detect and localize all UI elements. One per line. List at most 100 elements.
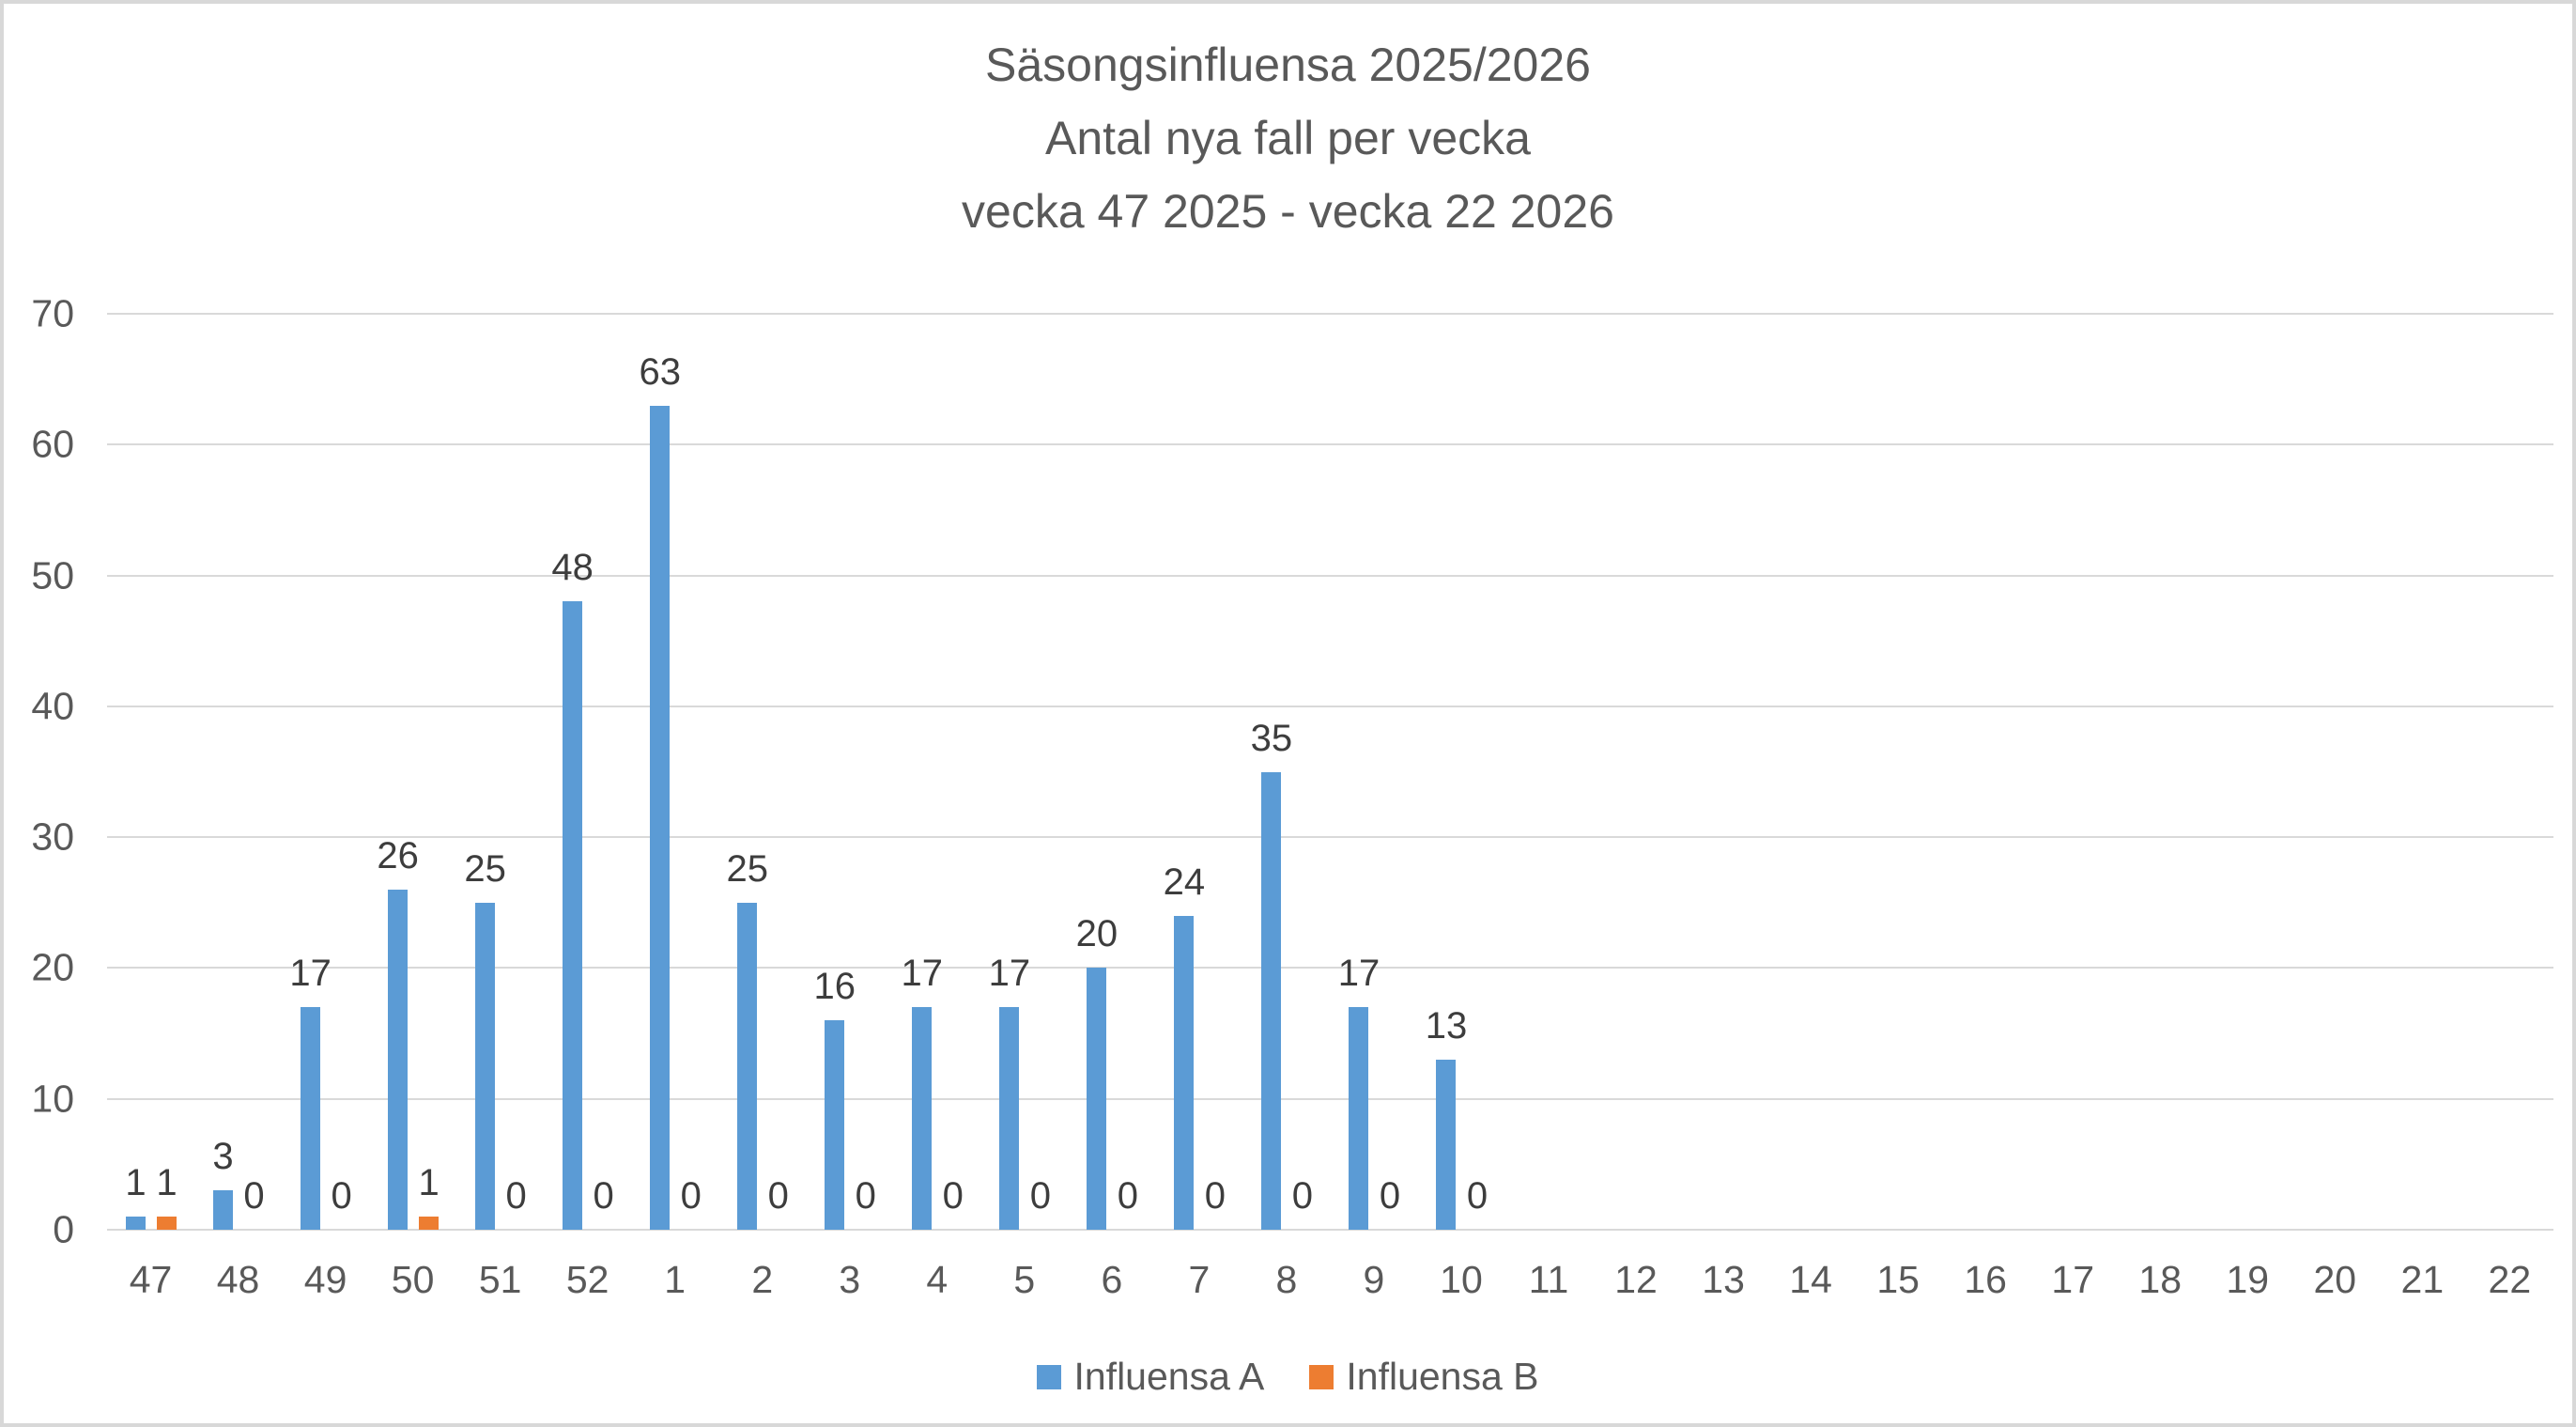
legend-item: Influensa B [1309,1355,1539,1399]
y-axis-label: 30 [31,814,74,859]
x-axis-label: 13 [1702,1258,1745,1301]
data-label-influensa-b: 0 [767,1175,789,1217]
x-axis-label: 8 [1275,1258,1298,1301]
category-group: 14 [1767,314,1855,1301]
bar-influensa-a [998,1007,1019,1230]
data-label-influensa-b: 0 [680,1175,702,1217]
x-axis-label: 51 [478,1258,522,1301]
category-group: 9 17 0 [1330,314,1417,1301]
legend-item: Influensa A [1037,1355,1264,1399]
bar-influensa-a [300,1007,320,1230]
data-label-influensa-a: 17 [1337,953,1381,995]
chart-title-line1: Säsongsinfluensa 2025/2026 [985,39,1591,91]
data-label-influensa-b: 1 [418,1162,440,1204]
legend: Influensa A Influensa B [4,1355,2572,1399]
data-label-influensa-a: 17 [289,953,332,995]
category-group: 20 [2291,314,2379,1301]
category-group: 50 26 1 [369,314,456,1301]
category-group: 10 13 0 [1417,314,1504,1301]
category-group: 47 1 1 [107,314,194,1301]
category-group: 8 35 0 [1242,314,1330,1302]
category-group: 7 24 0 [1155,314,1242,1301]
category-group: 51 25 0 [456,314,544,1301]
data-label-influensa-a: 25 [726,847,768,890]
bar-influensa-a [1173,915,1194,1230]
x-axis-label: 22 [2488,1258,2532,1301]
x-axis-label: 7 [1188,1258,1211,1301]
bar-influensa-a [1348,1007,1368,1230]
category-group: 16 [1942,314,2029,1301]
x-axis-label: 49 [303,1258,347,1301]
x-axis-label: 10 [1440,1258,1483,1301]
gridline [107,313,2553,315]
category-group: 52 48 0 [544,314,631,1301]
bar-influensa-a [649,405,670,1230]
y-axis-label: 10 [31,1077,74,1121]
data-label-influensa-a: 17 [901,953,944,995]
category-group: 2 25 0 [718,314,806,1301]
data-label-influensa-b: 0 [1466,1175,1489,1217]
bar-influensa-a [1260,771,1281,1230]
data-label-influensa-b: 0 [855,1175,876,1217]
legend-label: Influensa A [1073,1355,1265,1398]
bar-influensa-a [562,601,582,1230]
category-group: 11 [1505,314,1593,1301]
categories-row: 47 1 1 48 3 0 49 17 0 50 26 1 51 25 0 52 48 0 1 63 0 2 25 0 3 16 0… [107,314,2553,1302]
gridline [107,443,2553,446]
data-label-influensa-b: 0 [1379,1175,1401,1217]
x-axis-label: 20 [2313,1258,2357,1301]
x-axis-label: 18 [2138,1258,2183,1301]
category-group: 5 17 0 [980,314,1068,1301]
data-label-influensa-a: 25 [464,847,506,890]
data-label-influensa-a: 48 [551,547,594,589]
x-axis-label: 47 [129,1258,173,1301]
y-axis-label: 40 [31,684,74,728]
y-axis-label: 70 [31,291,74,335]
category-group: 6 20 0 [1068,314,1155,1301]
category-group: 18 [2117,314,2204,1301]
category-group: 1 63 0 [631,314,718,1302]
chart-title-line3: vecka 47 2025 - vecka 22 2026 [962,185,1614,238]
data-label-influensa-b: 0 [593,1175,614,1217]
data-label-influensa-b: 0 [331,1175,352,1217]
bar-influensa-a [387,889,408,1230]
x-axis-label: 48 [216,1258,260,1301]
x-axis-label: 16 [1964,1258,2007,1301]
data-label-influensa-b: 0 [243,1175,265,1217]
category-group: 21 [2379,314,2466,1301]
bar-influensa-a [1435,1059,1456,1230]
x-axis-label: 3 [839,1258,861,1301]
chart-title: Säsongsinfluensa 2025/2026 Antal nya fal… [4,28,2572,248]
bar-influensa-b [418,1217,439,1230]
category-group: 17 [2029,314,2117,1301]
data-label-influensa-b: 0 [1291,1175,1314,1217]
x-axis-label: 11 [1528,1258,1569,1301]
x-axis-label: 5 [1013,1258,1036,1301]
gridline [107,1097,2553,1100]
data-label-influensa-b: 0 [1117,1175,1138,1217]
gridline [107,967,2553,969]
data-label-influensa-a: 3 [212,1136,234,1178]
category-group: 3 16 0 [806,314,893,1301]
data-label-influensa-b: 0 [505,1175,527,1217]
gridline [107,705,2553,707]
category-group: 49 17 0 [282,314,369,1301]
legend-swatch-icon [1309,1364,1334,1389]
y-axis-label: 0 [53,1207,74,1251]
x-axis-label: 4 [926,1258,949,1301]
data-label-influensa-a: 16 [813,966,856,1008]
category-group: 22 [2466,314,2553,1301]
x-axis-label: 2 [751,1258,774,1301]
y-axis-label: 60 [31,422,74,466]
x-axis-label: 17 [2051,1258,2095,1301]
data-label-influensa-a: 24 [1163,861,1206,903]
x-axis-label: 6 [1101,1258,1123,1301]
data-label-influensa-a: 13 [1425,1004,1468,1047]
category-group: 48 3 0 [194,314,282,1301]
bar-influensa-a [736,902,757,1230]
x-axis-label: 21 [2400,1258,2445,1301]
y-axis-label: 50 [31,553,74,597]
x-axis-label: 15 [1876,1258,1920,1301]
x-axis-label: 52 [565,1258,609,1301]
